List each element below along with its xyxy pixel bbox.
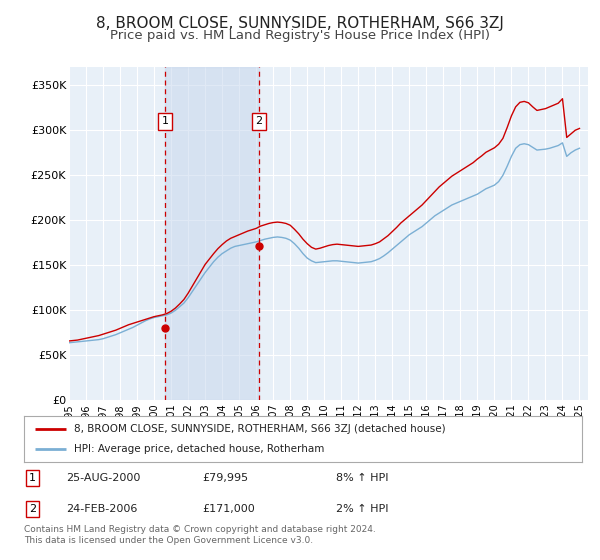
Text: 25-AUG-2000: 25-AUG-2000 xyxy=(66,473,140,483)
Text: 24-FEB-2006: 24-FEB-2006 xyxy=(66,504,137,514)
Text: Price paid vs. HM Land Registry's House Price Index (HPI): Price paid vs. HM Land Registry's House … xyxy=(110,29,490,42)
Bar xyxy=(165,67,259,400)
Text: 8, BROOM CLOSE, SUNNYSIDE, ROTHERHAM, S66 3ZJ (detached house): 8, BROOM CLOSE, SUNNYSIDE, ROTHERHAM, S6… xyxy=(74,424,446,434)
Text: 2: 2 xyxy=(255,116,262,126)
Text: 8% ↑ HPI: 8% ↑ HPI xyxy=(337,473,389,483)
Text: Contains HM Land Registry data © Crown copyright and database right 2024.
This d: Contains HM Land Registry data © Crown c… xyxy=(24,525,376,545)
Text: 1: 1 xyxy=(29,473,36,483)
Text: 1: 1 xyxy=(161,116,169,126)
Text: 2% ↑ HPI: 2% ↑ HPI xyxy=(337,504,389,514)
Text: HPI: Average price, detached house, Rotherham: HPI: Average price, detached house, Roth… xyxy=(74,444,325,454)
Text: 2: 2 xyxy=(29,504,36,514)
Text: £79,995: £79,995 xyxy=(203,473,248,483)
Text: £171,000: £171,000 xyxy=(203,504,256,514)
Text: 8, BROOM CLOSE, SUNNYSIDE, ROTHERHAM, S66 3ZJ: 8, BROOM CLOSE, SUNNYSIDE, ROTHERHAM, S6… xyxy=(96,16,504,31)
